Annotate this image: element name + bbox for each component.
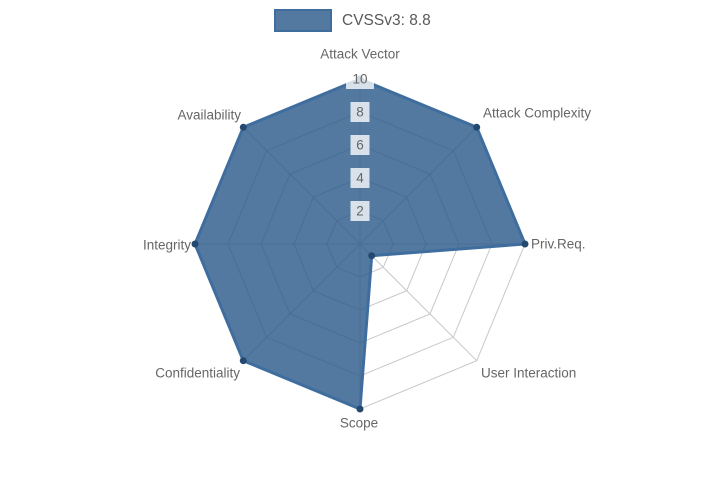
axis-label-user-interaction: User Interaction — [481, 366, 576, 381]
data-point-attack-complexity[interactable] — [473, 123, 481, 131]
axis-label-scope: Scope — [340, 416, 378, 431]
tick-backdrop-4 — [350, 168, 370, 188]
data-point-user-interaction[interactable] — [368, 252, 376, 260]
tick-label-10: 10 — [352, 72, 367, 87]
chart-legend[interactable]: CVSSv3: 8.8 — [274, 9, 431, 32]
axis-label-confidentiality: Confidentiality — [155, 366, 240, 381]
axis-label-attack-vector: Attack Vector — [320, 47, 400, 62]
data-point-confidentiality[interactable] — [239, 357, 247, 365]
legend-label: CVSSv3: 8.8 — [342, 12, 431, 29]
legend-swatch-cvssv3 — [274, 9, 332, 32]
tick-label-2: 2 — [356, 204, 364, 219]
data-point-availability[interactable] — [239, 123, 247, 131]
axis-spoke-user-interaction — [359, 243, 478, 362]
tick-backdrop-2 — [350, 201, 370, 221]
tick-backdrop-10 — [346, 69, 374, 89]
data-point-integrity[interactable] — [191, 240, 199, 248]
axis-label-priv-req: Priv.Req. — [531, 237, 586, 252]
axis-label-integrity: Integrity — [143, 238, 191, 253]
axis-label-attack-complexity: Attack Complexity — [483, 106, 591, 121]
tick-backdrop-6 — [350, 135, 370, 155]
tick-label-6: 6 — [356, 138, 364, 153]
data-point-scope[interactable] — [356, 405, 364, 413]
tick-label-4: 4 — [356, 171, 364, 186]
axis-label-availability: Availability — [177, 108, 241, 123]
tick-label-8: 8 — [356, 105, 364, 120]
data-point-priv-req[interactable] — [521, 240, 529, 248]
tick-backdrop-8 — [350, 102, 370, 122]
